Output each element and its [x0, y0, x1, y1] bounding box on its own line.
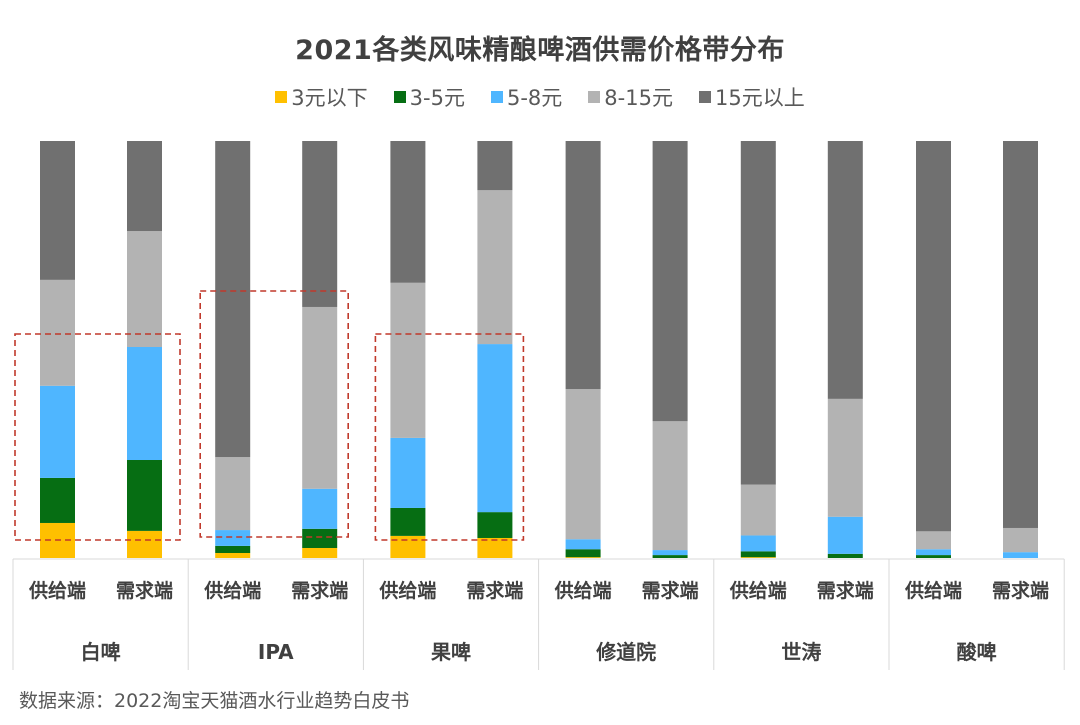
bar-segment-8-15元 — [1003, 527, 1038, 553]
bar-segment-15元以上 — [565, 141, 601, 390]
bar-segment-3元以下 — [215, 552, 251, 558]
legend-label: 15元以上 — [714, 86, 805, 110]
bar-segment-15元以上 — [477, 141, 513, 191]
bar-segment-5-8元 — [40, 385, 75, 478]
bar-segment-8-15元 — [827, 398, 863, 517]
bar-segment-8-15元 — [916, 531, 951, 550]
bar-segment-15元以上 — [740, 141, 776, 485]
bar-segment-5-8元 — [652, 550, 688, 556]
bar-segment-5-8元 — [827, 516, 863, 554]
legend-item: 8-15元 — [588, 82, 673, 112]
bar-segment-3元以下 — [740, 557, 776, 558]
bar-segment-8-15元 — [390, 282, 426, 438]
group-label: 果啤 — [431, 640, 471, 664]
bar-segment-15元以上 — [652, 141, 688, 422]
bar-segment-3-5元 — [302, 528, 338, 548]
x-tick-label: 需求端 — [291, 579, 348, 602]
group-label: IPA — [258, 640, 294, 664]
data-source-note: 数据来源：2022淘宝天猫酒水行业趋势白皮书 — [19, 690, 410, 712]
legend-label: 5-8元 — [506, 86, 563, 110]
legend-swatch — [588, 91, 601, 103]
bar-segment-8-15元 — [127, 231, 162, 347]
legend-swatch — [698, 91, 711, 103]
bar-segment-8-15元 — [477, 190, 513, 345]
bar-segment-3元以下 — [390, 535, 426, 558]
bar-segment-8-15元 — [302, 306, 338, 489]
legend-item: 3元以下 — [275, 82, 368, 112]
bar-segment-8-15元 — [215, 457, 251, 531]
x-tick-label: 供给端 — [729, 579, 787, 602]
x-tick-label: 供给端 — [378, 579, 436, 602]
bar-segment-5-8元 — [390, 437, 426, 508]
bar-segment-5-8元 — [1003, 552, 1038, 558]
bar-segment-15元以上 — [40, 141, 75, 280]
x-tick-label: 需求端 — [466, 579, 523, 602]
bar-segment-5-8元 — [565, 539, 601, 550]
bar-segment-3-5元 — [652, 555, 688, 558]
bar-segment-3-5元 — [916, 555, 951, 558]
legend-item: 15元以上 — [698, 82, 805, 112]
bar-segment-5-8元 — [215, 530, 251, 546]
bar-segment-15元以上 — [215, 141, 251, 458]
bar-segment-3-5元 — [40, 477, 75, 523]
bar-segment-15元以上 — [390, 141, 426, 283]
bar-segment-5-8元 — [916, 549, 951, 556]
x-tick-label: 供给端 — [554, 579, 612, 602]
bar-segment-3-5元 — [827, 553, 863, 558]
bar-segment-3-5元 — [477, 512, 513, 538]
bar-segment-15元以上 — [302, 141, 338, 307]
x-tick-label: 供给端 — [28, 579, 86, 602]
highlight-box — [374, 333, 525, 541]
legend-item: 5-8元 — [490, 82, 563, 112]
bar-segment-15元以上 — [916, 141, 951, 532]
group-label: 白啤 — [81, 640, 121, 664]
x-tick-label: 供给端 — [904, 579, 962, 602]
group-label: 酸啤 — [957, 640, 997, 664]
chart-title: 2021各类风味精酿啤酒供需价格带分布 — [295, 35, 785, 66]
bar-segment-3元以下 — [477, 537, 513, 558]
bar-segment-5-8元 — [127, 346, 162, 461]
bar-segment-8-15元 — [652, 421, 688, 551]
bar-segment-15元以上 — [1003, 141, 1038, 528]
bar-segment-8-15元 — [740, 484, 776, 536]
x-tick-label: 需求端 — [116, 579, 173, 602]
x-tick-label: 需求端 — [642, 579, 699, 602]
x-tick-label: 需求端 — [992, 579, 1049, 602]
bar-segment-5-8元 — [477, 344, 513, 513]
legend-swatch — [393, 91, 406, 103]
group-label: 世涛 — [781, 640, 821, 664]
legend-item: 3-5元 — [393, 82, 465, 112]
bar-segment-3-5元 — [740, 551, 776, 558]
bar-segment-5-8元 — [302, 488, 338, 529]
bar-segment-8-15元 — [565, 389, 601, 540]
highlight-box — [199, 290, 349, 538]
bar-segment-15元以上 — [127, 141, 162, 232]
bar-segment-8-15元 — [40, 279, 75, 386]
legend: 3元以下 3-5元 5-8元 8-15元 15元以上 — [0, 82, 1080, 112]
legend-label: 3元以下 — [291, 86, 368, 110]
bar-segment-3-5元 — [215, 545, 251, 553]
bar-segment-3-5元 — [127, 460, 162, 531]
legend-label: 3-5元 — [409, 86, 465, 110]
bar-segment-15元以上 — [827, 141, 863, 399]
legend-swatch — [490, 91, 503, 103]
legend-label: 8-15元 — [604, 86, 673, 110]
bar-segment-5-8元 — [740, 535, 776, 552]
group-label: 修道院 — [595, 640, 656, 664]
highlight-box — [14, 333, 181, 541]
bar-segment-3元以下 — [302, 547, 338, 558]
x-tick-label: 供给端 — [203, 579, 261, 602]
bar-segment-3-5元 — [565, 549, 601, 558]
bar-segment-3元以下 — [565, 557, 601, 558]
bar-segment-3-5元 — [390, 507, 426, 536]
x-tick-label: 需求端 — [817, 579, 874, 602]
bar-segment-3元以下 — [127, 530, 162, 558]
legend-swatch — [275, 91, 288, 103]
